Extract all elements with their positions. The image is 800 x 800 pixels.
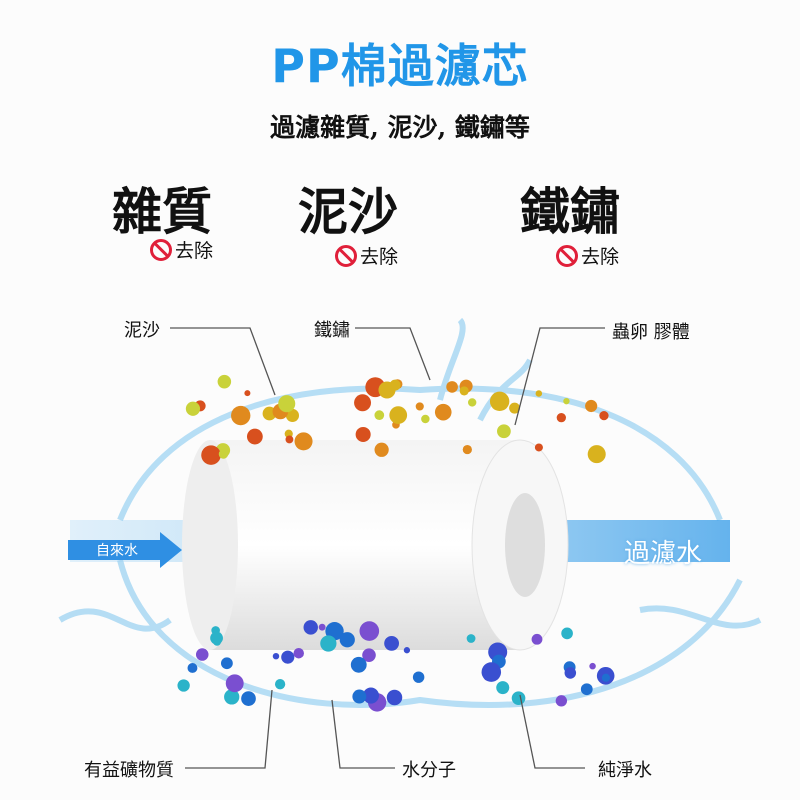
particles xyxy=(177,374,615,712)
mineral-particle xyxy=(350,656,367,673)
callout-sand: 泥沙 xyxy=(124,320,160,341)
mineral-particle xyxy=(580,683,593,696)
removed-item-name: 泥沙 xyxy=(298,182,398,241)
impurity-particle xyxy=(278,395,296,413)
impurity-particle xyxy=(497,424,511,439)
mineral-particle xyxy=(225,674,244,693)
mineral-particle xyxy=(555,695,568,707)
impurity-particle xyxy=(355,426,371,443)
callout-water-molecules: 水分子 xyxy=(402,760,456,781)
remove-label: 去除 xyxy=(360,246,399,268)
impurity-particle xyxy=(217,374,232,389)
impurity-particle xyxy=(556,413,566,423)
callout-eggs-colloids: 蟲卵 膠體 xyxy=(612,322,690,343)
mineral-particle xyxy=(195,648,209,661)
impurity-particle xyxy=(535,390,543,397)
mineral-particle xyxy=(187,662,198,673)
inflow-arrow xyxy=(68,532,182,568)
impurity-particle xyxy=(294,432,313,451)
mineral-particle xyxy=(481,662,502,682)
remove-label: 去除 xyxy=(175,240,214,262)
impurity-particle xyxy=(389,379,401,391)
mineral-particle xyxy=(352,689,367,704)
mineral-particle xyxy=(496,681,510,695)
mineral-particle xyxy=(511,691,526,705)
impurity-particle xyxy=(509,402,521,414)
impurity-particle xyxy=(389,406,408,424)
impurity-particle xyxy=(459,386,469,396)
mineral-particle xyxy=(412,671,425,683)
output-water-label: 過濾水 xyxy=(624,539,703,569)
impurity-particle xyxy=(434,403,452,421)
impurity-particle xyxy=(563,397,570,405)
mineral-particle xyxy=(561,627,573,640)
impurity-particle xyxy=(587,445,606,464)
mineral-particle xyxy=(177,679,190,692)
impurity-particle xyxy=(585,399,598,413)
impurity-particle xyxy=(218,449,229,459)
subtitle: 過濾雜質, 泥沙, 鐵鏽等 xyxy=(270,113,530,142)
removed-item-name: 鐵鏽 xyxy=(520,182,620,241)
mineral-particle xyxy=(281,650,295,664)
mineral-particle xyxy=(601,673,610,682)
mineral-particle xyxy=(339,632,355,648)
callout-minerals: 有益礦物質 xyxy=(84,760,174,781)
mineral-particle xyxy=(564,667,577,679)
remove-badge: 去除 xyxy=(556,242,619,269)
impurity-particle xyxy=(244,390,251,397)
remove-label: 去除 xyxy=(581,246,620,268)
impurity-particle xyxy=(446,381,458,393)
callout-rust: 鐵鏽 xyxy=(314,320,350,341)
impurity-particle xyxy=(462,444,472,455)
mineral-particle xyxy=(224,689,240,705)
removed-item-name: 雜質 xyxy=(112,182,212,241)
remove-badge: 去除 xyxy=(150,236,213,263)
mineral-particle xyxy=(241,691,256,706)
impurity-particle xyxy=(467,398,477,407)
impurity-particle xyxy=(534,443,543,452)
impurity-particle xyxy=(354,394,372,412)
mineral-particle xyxy=(362,648,376,662)
callout-pure-water: 純淨水 xyxy=(598,760,652,781)
prohibited-icon xyxy=(556,244,578,267)
impurity-particle xyxy=(231,405,251,426)
page-title: PP棉過濾芯 xyxy=(271,39,529,93)
mineral-particle xyxy=(272,652,280,660)
impurity-particle xyxy=(374,410,385,420)
impurity-particle xyxy=(201,445,221,465)
impurity-particle xyxy=(285,435,294,444)
mineral-particle xyxy=(466,634,476,643)
impurity-particle xyxy=(185,401,201,416)
filter-cartridge xyxy=(182,439,569,651)
prohibited-icon xyxy=(335,244,357,267)
impurity-particle xyxy=(415,402,424,411)
mineral-particle xyxy=(359,621,380,641)
impurity-particle xyxy=(374,442,389,457)
mineral-particle xyxy=(303,620,318,635)
mineral-particle xyxy=(384,635,399,651)
mineral-particle xyxy=(293,647,304,659)
mineral-particle xyxy=(386,689,403,706)
mineral-particle xyxy=(589,662,596,670)
mineral-particle xyxy=(318,623,326,631)
mineral-particle xyxy=(220,657,233,670)
mineral-particle xyxy=(213,637,221,646)
prohibited-icon xyxy=(150,238,172,261)
impurity-particle xyxy=(489,391,510,412)
mineral-particle xyxy=(274,679,286,690)
mineral-particle xyxy=(403,647,411,654)
remove-badge: 去除 xyxy=(335,242,398,269)
callout-lines xyxy=(170,327,605,769)
water-splash xyxy=(58,317,762,708)
mineral-particle xyxy=(320,635,337,652)
impurity-particle xyxy=(246,428,263,445)
impurity-particle xyxy=(599,411,609,421)
mineral-particle xyxy=(362,687,379,704)
input-water-label: 自來水 xyxy=(96,543,138,559)
mineral-particle xyxy=(531,633,543,645)
impurity-particle xyxy=(285,408,300,423)
impurity-particle xyxy=(421,414,430,424)
